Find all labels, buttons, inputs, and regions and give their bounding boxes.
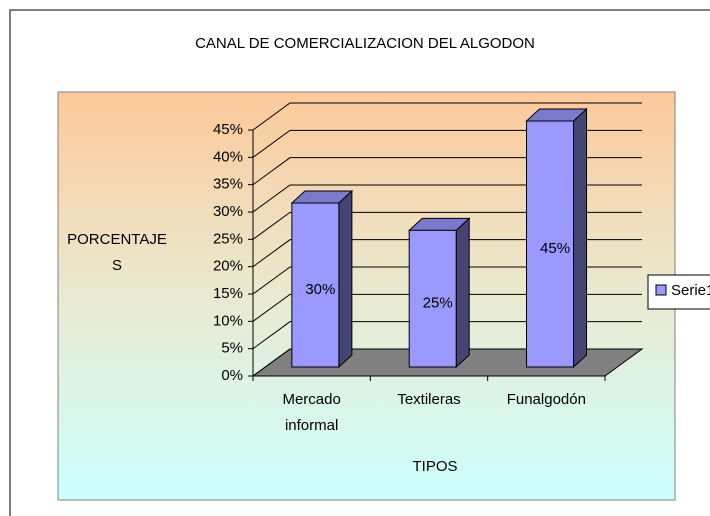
grid-line bbox=[252, 157, 642, 186]
grid-line bbox=[252, 266, 642, 295]
bar bbox=[408, 229, 457, 368]
bar-side bbox=[338, 189, 353, 369]
y-tick-label: 35% bbox=[213, 176, 243, 193]
bar-side bbox=[455, 217, 470, 369]
y-tick-label: 0% bbox=[221, 367, 243, 384]
y-axis-title: PORCENTAJES bbox=[67, 231, 167, 274]
y-tick-label: 20% bbox=[213, 258, 243, 275]
grid-line bbox=[252, 129, 642, 158]
y-tick-label: 40% bbox=[213, 148, 243, 165]
y-tick-label: 25% bbox=[213, 230, 243, 247]
x-tick-label: Mercado informal bbox=[282, 391, 341, 434]
bar-side bbox=[573, 107, 588, 369]
data-label: 25% bbox=[423, 295, 453, 312]
y-tick-label: 30% bbox=[213, 203, 243, 220]
grid-line bbox=[252, 184, 642, 213]
y-tick-label: 45% bbox=[213, 121, 243, 138]
grid-line bbox=[252, 239, 642, 268]
y-tick-label: 5% bbox=[221, 340, 243, 357]
bar bbox=[291, 202, 340, 368]
legend-label: Serie1 bbox=[671, 282, 710, 299]
x-tick-label: Funalgodón bbox=[506, 391, 586, 408]
y-tick-label: 15% bbox=[213, 285, 243, 302]
bar bbox=[526, 120, 575, 368]
x-tick-label: Textileras bbox=[397, 391, 461, 408]
grid-line bbox=[252, 348, 642, 377]
legend-swatch bbox=[655, 284, 667, 296]
data-label: 30% bbox=[305, 281, 335, 298]
y-tick-label: 10% bbox=[213, 312, 243, 329]
x-axis-title: TIPOS bbox=[412, 458, 457, 475]
data-label: 45% bbox=[540, 240, 570, 257]
grid-line bbox=[252, 293, 642, 322]
grid-line bbox=[252, 211, 642, 240]
grid-line bbox=[252, 102, 642, 131]
chart-title: CANAL DE COMERCIALIZACION DEL ALGODON bbox=[195, 35, 535, 52]
grid-line bbox=[252, 321, 642, 350]
